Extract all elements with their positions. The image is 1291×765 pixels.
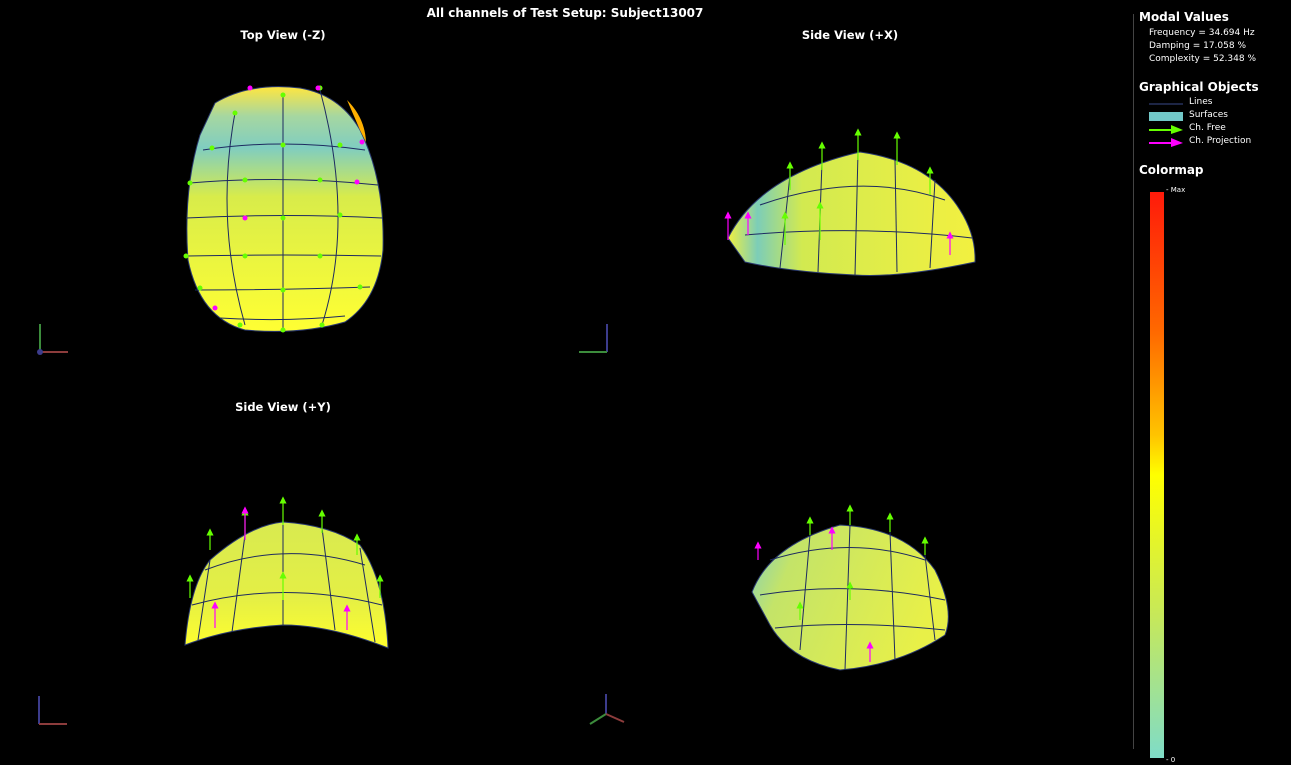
graphical-object-lines[interactable]: Lines [1139, 97, 1289, 110]
graphical-object-surfaces[interactable]: Surfaces [1139, 110, 1289, 123]
colormap-bar [1150, 192, 1164, 758]
graphical-object-ch-projection[interactable]: Ch. Projection [1139, 136, 1289, 149]
sidebar-panel: Modal Values Frequency = 34.694 Hz Dampi… [1139, 10, 1289, 180]
modal-values-heading: Modal Values [1139, 10, 1229, 24]
axis-triad-isometric-view [589, 694, 625, 725]
view-title-side-x: Side View (+X) [801, 28, 899, 42]
colormap-max-label: - Max [1166, 186, 1186, 194]
surface-swatch-icon [1149, 112, 1183, 121]
side-y-view-mesh[interactable] [184, 496, 389, 649]
graphical-object-label: Surfaces [1189, 110, 1228, 120]
graphical-objects-heading: Graphical Objects [1139, 80, 1259, 94]
sidebar-separator[interactable] [1133, 14, 1134, 749]
side-x-view-mesh[interactable] [724, 128, 976, 276]
view-title-top: Top View (-Z) [240, 28, 326, 42]
graphical-object-label: Ch. Free [1189, 123, 1226, 133]
colormap-heading: Colormap [1139, 163, 1204, 177]
window-title: All channels of Test Setup: Subject13007 [426, 6, 704, 20]
colormap-min-label: - 0 [1166, 756, 1176, 764]
top-view-mesh[interactable] [183, 85, 384, 333]
isometric-view-mesh[interactable] [751, 504, 949, 671]
frequency-value: Frequency = 34.694 Hz [1149, 28, 1255, 38]
arrow-green-icon [1149, 125, 1183, 134]
graphical-object-ch-free[interactable]: Ch. Free [1139, 123, 1289, 136]
graphical-object-label: Ch. Projection [1189, 136, 1252, 146]
axis-triad-side-x-view [579, 324, 608, 353]
graphical-object-label: Lines [1189, 97, 1213, 107]
line-swatch-icon [1149, 103, 1183, 105]
axis-triad-top-view [37, 324, 68, 355]
damping-value: Damping = 17.058 % [1149, 41, 1247, 51]
axis-triad-side-y-view [38, 696, 67, 725]
arrow-magenta-icon [1149, 138, 1183, 147]
complexity-value: Complexity = 52.348 % [1149, 54, 1256, 64]
mode-shape-viewports[interactable] [0, 0, 1130, 765]
view-title-side-y: Side View (+Y) [235, 400, 331, 414]
